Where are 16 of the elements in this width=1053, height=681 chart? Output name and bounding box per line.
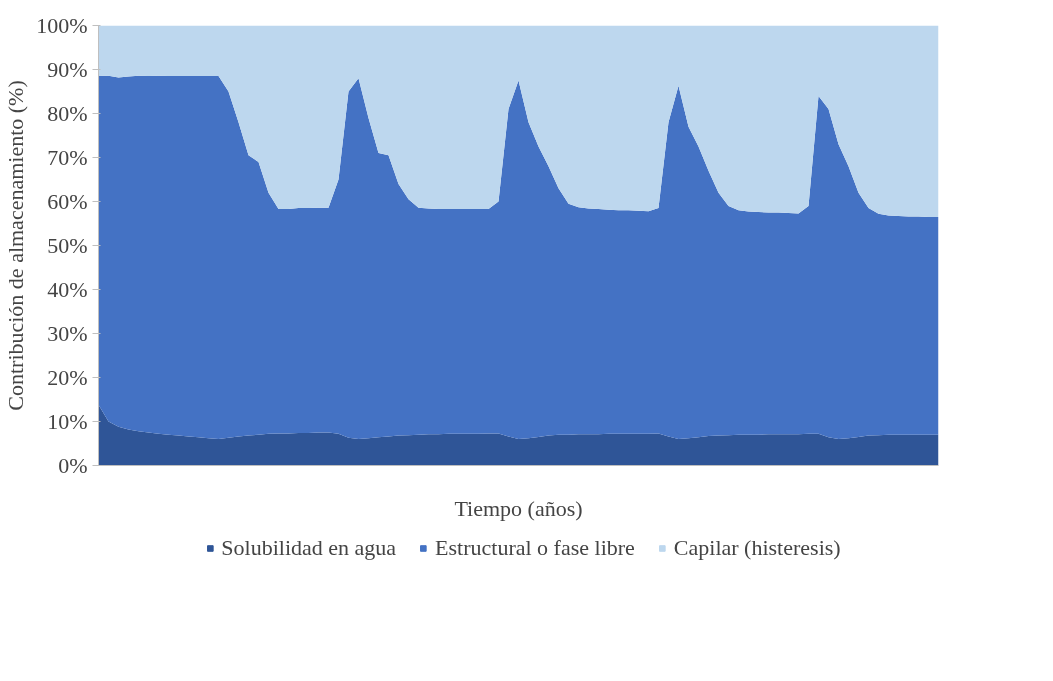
y-tick-label: 40% [47,277,88,302]
y-tick-label: 60% [47,189,88,214]
y-tick-label: 80% [47,101,88,126]
y-axis-title: Contribución de almacenamiento (%) [3,80,29,411]
x-axis-title: Tiempo (años) [454,495,583,521]
y-tick-label: 0% [58,453,88,478]
legend-label: Estructural o fase libre [435,535,635,561]
y-tick-label: 30% [47,321,88,346]
y-tick-label: 50% [47,233,88,258]
y-tick-label: 70% [47,145,88,170]
y-tick-label: 20% [47,365,88,390]
y-tick-label: 10% [47,409,88,434]
legend-label: Solubilidad en agua [221,535,397,561]
y-tick-label: 90% [47,57,88,82]
y-tick-label: 100% [36,13,88,38]
legend-label: Capilar (histeresis) [673,535,841,561]
